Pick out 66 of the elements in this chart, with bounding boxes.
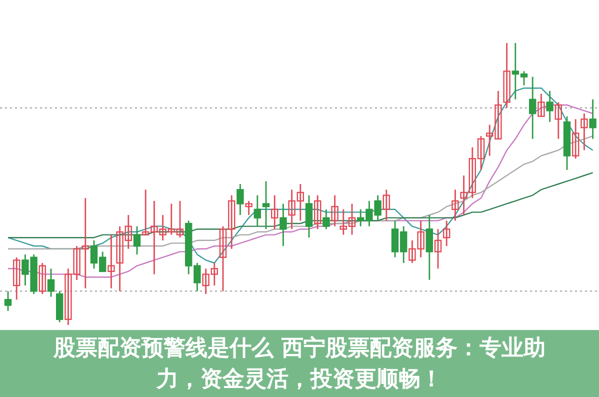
candlestick — [194, 262, 201, 292]
candlestick — [322, 208, 330, 230]
candlestick — [348, 203, 356, 236]
candlestick — [340, 208, 347, 236]
candlestick — [546, 90, 554, 123]
candlestick — [486, 124, 494, 156]
candlestick — [434, 228, 442, 270]
candlestick — [116, 226, 124, 292]
candlestick — [280, 203, 287, 247]
candlestick — [529, 76, 536, 140]
candlestick — [159, 214, 166, 242]
candlestick — [38, 262, 46, 295]
candlestick — [288, 188, 296, 230]
candlestick — [554, 102, 562, 140]
candlestick — [99, 250, 106, 272]
candlestick — [13, 256, 20, 300]
candlestick — [366, 200, 373, 227]
candlestick — [142, 188, 150, 236]
candlestick — [494, 90, 502, 140]
candlestick — [108, 234, 115, 290]
candlestick — [168, 203, 175, 236]
candlestick — [512, 42, 519, 100]
text: 股票配资预警线是什么 西宁股票配资服务：专业助力，资金灵活，投资更顺畅！ — [52, 334, 546, 394]
candlestick — [124, 214, 132, 250]
candlestick — [417, 220, 424, 258]
candlestick — [538, 93, 545, 118]
candlestick — [82, 197, 89, 290]
candlestick — [176, 200, 184, 238]
candlestick — [580, 112, 588, 151]
candlestick — [245, 200, 252, 216]
candlestick — [262, 180, 270, 230]
candlestick — [391, 220, 399, 258]
candlestick — [210, 262, 218, 286]
candlestick — [374, 194, 382, 222]
candlestick — [90, 240, 98, 270]
candlestick — [202, 268, 210, 295]
candlestick — [572, 118, 580, 160]
candlestick — [296, 183, 304, 222]
candlestick — [443, 220, 450, 247]
candlestick — [47, 268, 55, 298]
candlestick — [477, 135, 485, 171]
candlestick — [589, 98, 596, 140]
candlestick — [22, 254, 29, 286]
candlestick — [460, 174, 468, 216]
candlestick — [426, 214, 433, 281]
candlestick — [400, 226, 408, 264]
candlestick — [357, 208, 364, 227]
candlestick — [452, 188, 459, 222]
candlestick — [331, 194, 338, 227]
candlestick — [468, 146, 476, 199]
candlestick — [219, 226, 227, 292]
candlestick — [228, 194, 236, 250]
candlestick — [520, 70, 528, 86]
candlestick — [305, 194, 313, 238]
candlestick — [133, 226, 141, 256]
candlestick — [4, 290, 12, 312]
candlestick — [408, 240, 416, 264]
candlestick — [503, 42, 510, 109]
candlestick — [254, 194, 261, 227]
candlestick — [271, 194, 278, 230]
candlestick — [236, 183, 244, 216]
candlestick — [150, 200, 158, 275]
candlestick — [382, 188, 390, 222]
candlestick — [64, 268, 72, 326]
candlestick — [73, 245, 80, 281]
candlestick — [314, 194, 322, 230]
